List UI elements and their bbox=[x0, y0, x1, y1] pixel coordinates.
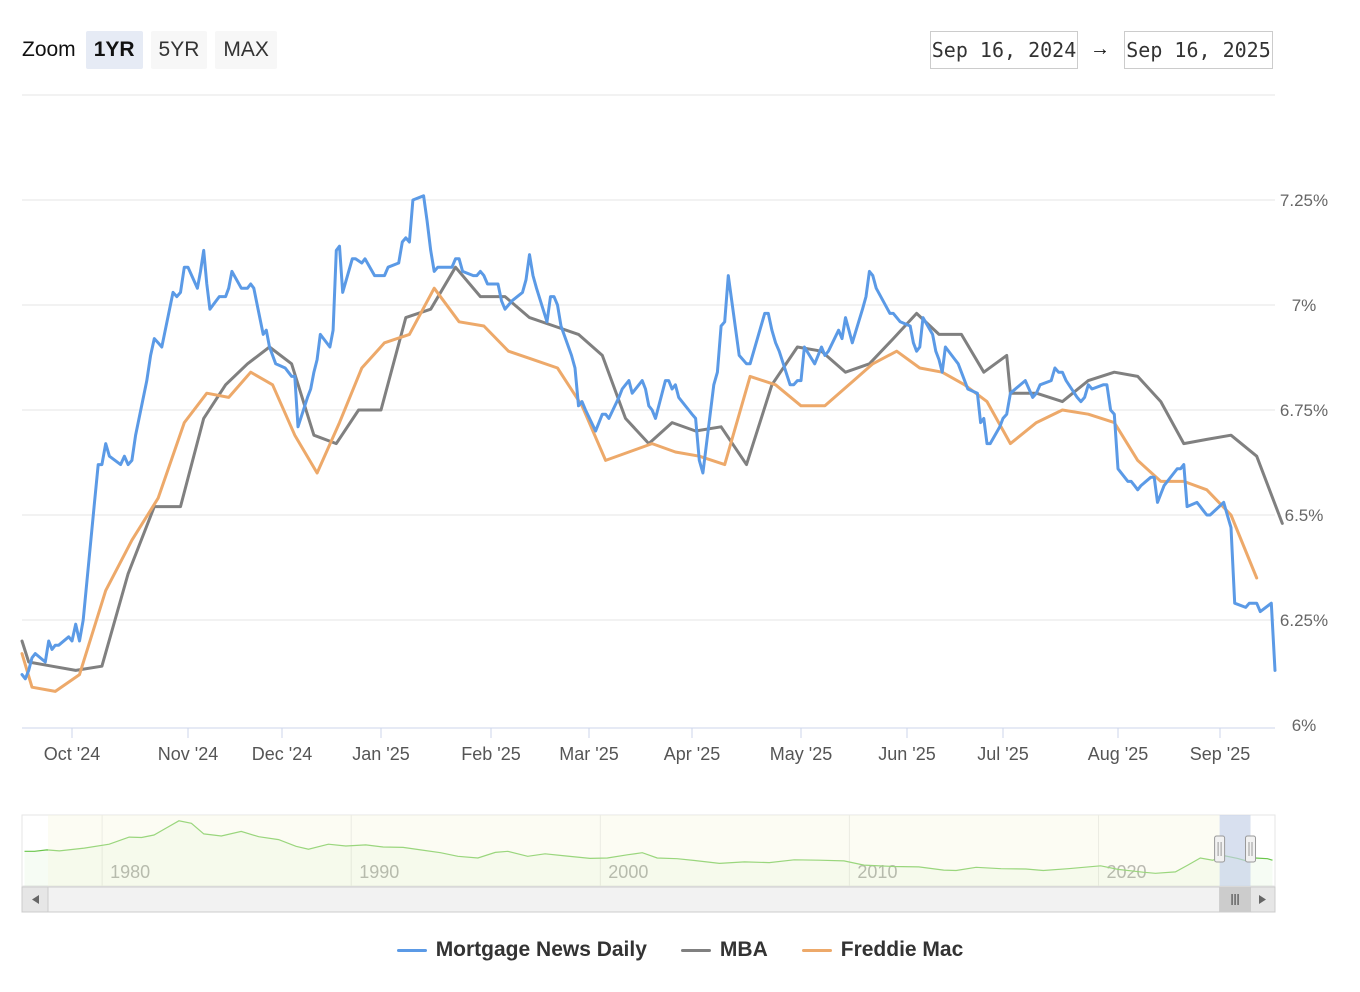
y-tick-label: 7.25% bbox=[1280, 191, 1328, 210]
navigator-year-label: 2020 bbox=[1107, 862, 1147, 882]
legend-swatch-mnd bbox=[396, 948, 427, 952]
legend-label-mnd: Mortgage News Daily bbox=[435, 938, 647, 961]
series-line-mnd bbox=[20, 194, 1277, 681]
x-tick-label: Jun '25 bbox=[878, 744, 935, 764]
legend-label-mba: MBA bbox=[719, 938, 768, 961]
from-date-input[interactable]: Sep 16, 2024 bbox=[930, 31, 1078, 69]
navigator-scrollbar-track[interactable] bbox=[21, 886, 1276, 913]
legend-label-freddie: Freddie Mac bbox=[840, 938, 964, 961]
chevron-left-icon bbox=[32, 895, 39, 904]
legend-swatch-freddie bbox=[801, 948, 832, 952]
x-tick-label: Nov '24 bbox=[158, 744, 218, 764]
zoom-max-button[interactable]: MAX bbox=[215, 31, 277, 69]
range-selector: Zoom 1YR 5YR MAX bbox=[22, 31, 277, 69]
zoom-5yr-button[interactable]: 5YR bbox=[150, 31, 208, 69]
x-tick-label: Aug '25 bbox=[1088, 744, 1149, 764]
y-tick-label: 6.75% bbox=[1280, 401, 1328, 420]
x-tick-label: Mar '25 bbox=[559, 744, 618, 764]
navigator-line bbox=[24, 820, 1273, 874]
navigator-year-label: 1990 bbox=[359, 862, 399, 882]
y-tick-label: 7% bbox=[1292, 296, 1317, 315]
x-tick-label: Dec '24 bbox=[252, 744, 312, 764]
x-tick-label: May '25 bbox=[770, 744, 832, 764]
y-tick-label: 6.25% bbox=[1280, 611, 1328, 630]
navigator-right-handle[interactable] bbox=[1245, 835, 1257, 863]
to-date-input[interactable]: Sep 16, 2025 bbox=[1124, 31, 1273, 69]
arrow-right-icon: → bbox=[1090, 38, 1110, 60]
navigator-year-label: 2000 bbox=[608, 862, 648, 882]
legend-item-freddie[interactable]: Freddie Mac bbox=[801, 938, 964, 962]
legend-item-mnd[interactable]: Mortgage News Daily bbox=[396, 938, 647, 962]
x-tick-label: Feb '25 bbox=[461, 744, 520, 764]
x-tick-label: Sep '25 bbox=[1190, 744, 1251, 764]
navigator-mask bbox=[48, 815, 1220, 886]
navigator-background bbox=[21, 814, 1276, 887]
grid-lines bbox=[22, 94, 1275, 729]
series-lines bbox=[20, 194, 1284, 693]
navigator-left-handle[interactable] bbox=[1214, 835, 1226, 863]
x-tick-label: Jul '25 bbox=[977, 744, 1028, 764]
x-axis-labels: Oct '24 Nov '24 Dec '24 Jan '25 Feb '25 Mar '… bbox=[44, 728, 1250, 764]
navigator-year-label: 2010 bbox=[857, 862, 897, 882]
zoom-label: Zoom bbox=[22, 38, 76, 61]
x-tick-label: Apr '25 bbox=[664, 744, 720, 764]
rate-chart: 6% 6.25% 6.5% 6.75% 7% 7.25% Oct '24 Nov '24 De… bbox=[20, 94, 1328, 913]
series-line-freddie bbox=[20, 286, 1259, 693]
zoom-1yr-button[interactable]: 1YR bbox=[85, 31, 143, 69]
navigator[interactable]: 1980 1990 2000 2010 2020 bbox=[21, 814, 1276, 913]
legend: Mortgage News Daily MBA Freddie Mac bbox=[0, 938, 1360, 962]
legend-item-mba[interactable]: MBA bbox=[680, 938, 768, 962]
scrollbar-thumb[interactable] bbox=[1219, 886, 1252, 913]
navigator-year-label: 1980 bbox=[110, 862, 150, 882]
y-axis-labels: 6% 6.25% 6.5% 6.75% 7% 7.25% bbox=[1280, 191, 1328, 735]
y-tick-label: 6.5% bbox=[1285, 506, 1324, 525]
y-tick-label: 6% bbox=[1292, 716, 1317, 735]
navigator-area bbox=[24, 820, 1273, 886]
legend-swatch-mba bbox=[680, 948, 711, 952]
x-tick-label: Oct '24 bbox=[44, 744, 100, 764]
chevron-right-icon bbox=[1259, 895, 1266, 904]
x-tick-label: Jan '25 bbox=[352, 744, 409, 764]
series-line-mba bbox=[20, 265, 1284, 672]
